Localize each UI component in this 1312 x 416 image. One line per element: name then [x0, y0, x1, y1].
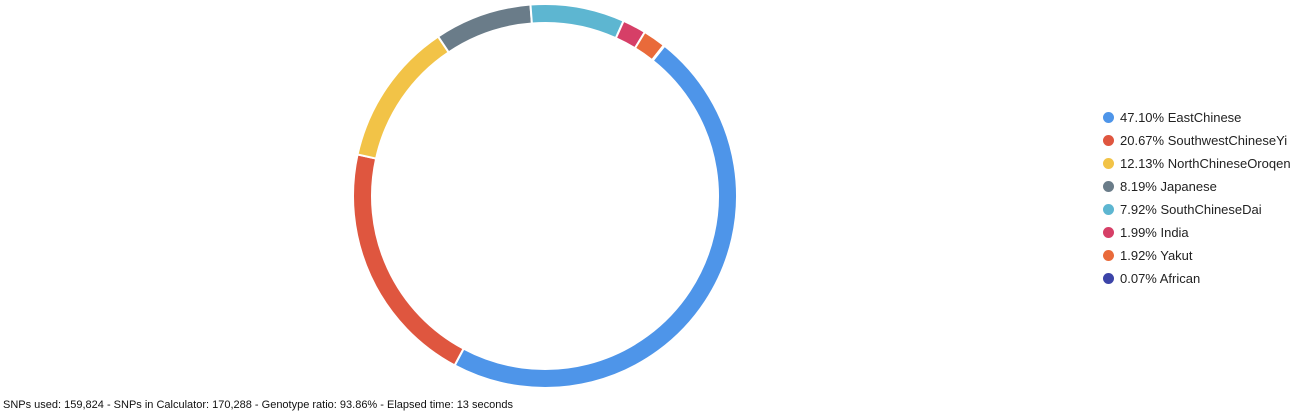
donut-slice-southchinesedai[interactable]: [529, 3, 625, 40]
legend-color-dot: [1103, 135, 1114, 146]
chart-legend: 47.10% EastChinese 20.67% SouthwestChine…: [1103, 106, 1308, 290]
legend-color-dot: [1103, 227, 1114, 238]
legend-label: 1.92% Yakut: [1120, 248, 1193, 263]
legend-color-dot: [1103, 158, 1114, 169]
legend-label: 1.99% India: [1120, 225, 1189, 240]
legend-color-dot: [1103, 181, 1114, 192]
legend-label: 7.92% SouthChineseDai: [1120, 202, 1262, 217]
legend-item-yakut[interactable]: 1.92% Yakut: [1103, 244, 1308, 267]
donut-chart-svg: [352, 3, 738, 389]
legend-label: 0.07% African: [1120, 271, 1201, 286]
legend-color-dot: [1103, 112, 1114, 123]
legend-color-dot: [1103, 273, 1114, 284]
donut-slice-japanese[interactable]: [436, 3, 533, 54]
ancestry-donut-chart: 47.10% EastChinese 20.67% SouthwestChine…: [352, 3, 1308, 389]
legend-label: 8.19% Japanese: [1120, 179, 1217, 194]
donut-slice-southwestchineseyi[interactable]: [352, 153, 465, 367]
donut-slice-african[interactable]: [650, 43, 666, 63]
legend-item-japanese[interactable]: 8.19% Japanese: [1103, 175, 1308, 198]
legend-item-eastchinese[interactable]: 47.10% EastChinese: [1103, 106, 1308, 129]
donut-slices: [352, 3, 738, 389]
legend-label: 12.13% NorthChineseOroqen: [1120, 156, 1291, 171]
legend-item-northchineseoroqen[interactable]: 12.13% NorthChineseOroqen: [1103, 152, 1308, 175]
legend-item-southwestchineseyi[interactable]: 20.67% SouthwestChineseYi: [1103, 129, 1308, 152]
legend-label: 20.67% SouthwestChineseYi: [1120, 133, 1288, 148]
legend-item-african[interactable]: 0.07% African: [1103, 267, 1308, 290]
legend-label: 47.10% EastChinese: [1120, 110, 1242, 125]
legend-item-india[interactable]: 1.99% India: [1103, 221, 1308, 244]
donut-slice-northchineseoroqen[interactable]: [356, 35, 451, 160]
snp-stats-footer: SNPs used: 159,824 - SNPs in Calculator:…: [3, 399, 513, 411]
legend-item-southchinesedai[interactable]: 7.92% SouthChineseDai: [1103, 198, 1308, 221]
legend-color-dot: [1103, 250, 1114, 261]
legend-color-dot: [1103, 204, 1114, 215]
donut-slice-eastchinese[interactable]: [453, 44, 738, 389]
